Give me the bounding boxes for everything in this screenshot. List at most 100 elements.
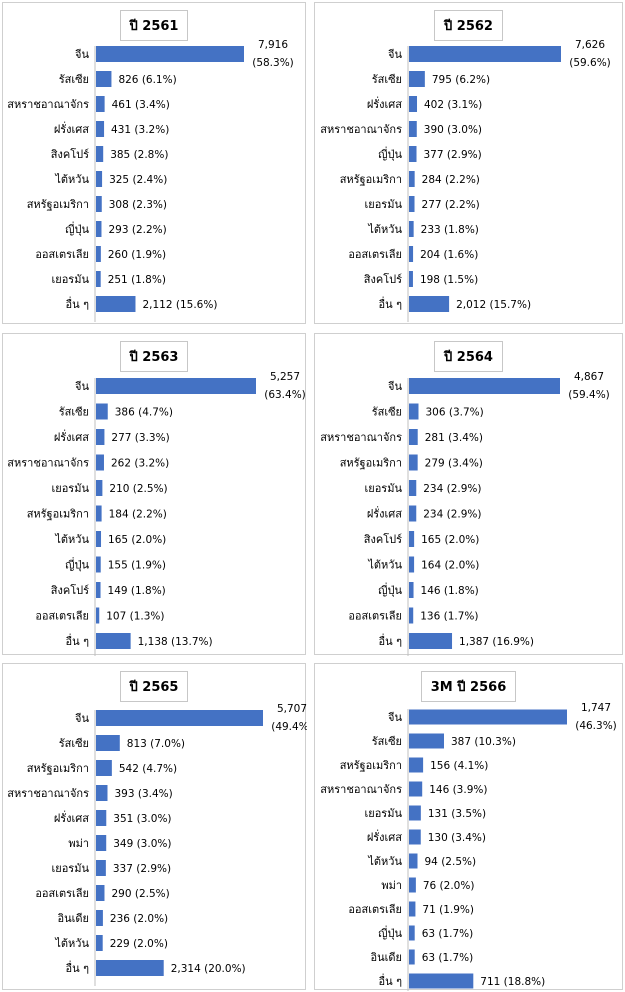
- category-label: สิงคโปร์: [363, 272, 402, 286]
- data-label: 131 (3.5%): [428, 808, 486, 820]
- data-label-percent: (49.4%): [271, 721, 307, 733]
- category-label: เยอรมัน: [52, 273, 90, 286]
- chart-title: ปี 2562: [434, 10, 503, 41]
- bar-dataset-4-2: [96, 760, 112, 776]
- data-label: 71 (1.9%): [422, 904, 474, 916]
- bar-dataset-1-6: [409, 196, 415, 212]
- bar-chart: จีน 4,867 (59.4%) รัสเซีย 306 (3.7%) สหราชอาณ…: [320, 371, 610, 656]
- category-label: เยอรมัน: [52, 482, 90, 495]
- bar-dataset-2-2: [96, 429, 105, 445]
- bar-dataset-1-3: [409, 121, 417, 137]
- category-label: ญี่ปุ่น: [65, 221, 89, 236]
- category-label: อินเดีย: [57, 912, 89, 925]
- category-label: สิงคโปร์: [50, 147, 89, 161]
- bar-dataset-2-9: [96, 607, 100, 624]
- bar-dataset-2-4: [96, 480, 103, 496]
- bar-dataset-2-0: [96, 378, 256, 394]
- category-label: จีน: [387, 380, 402, 393]
- category-label: ออสเตรเลีย: [348, 903, 402, 916]
- bar-dataset-5-7: [409, 877, 416, 893]
- category-label: รัสเซีย: [372, 406, 402, 419]
- data-label: 63 (1.7%): [422, 952, 474, 964]
- category-label: เยอรมัน: [365, 807, 403, 820]
- category-label: เยอรมัน: [365, 198, 403, 211]
- category-label: สหรัฐอเมริกา: [27, 762, 89, 775]
- category-label: สหราชอาณาจักร: [320, 123, 402, 136]
- category-label: รัสเซีย: [59, 406, 89, 419]
- category-label: พม่า: [68, 837, 89, 850]
- bar-dataset-1-0: [409, 46, 561, 62]
- category-label: ออสเตรเลีย: [35, 610, 89, 623]
- data-label: 293 (2.2%): [108, 224, 166, 236]
- data-label: 107 (1.3%): [106, 611, 164, 623]
- data-label-percent: (46.3%): [575, 720, 617, 732]
- bar-dataset-4-0: [96, 710, 263, 726]
- category-label: ไต้หวัน: [54, 533, 89, 546]
- category-label: รัสเซีย: [372, 73, 402, 86]
- category-label: จีน: [74, 48, 89, 61]
- bar-dataset-0-9: [96, 271, 101, 287]
- data-label: 210 (2.5%): [109, 483, 167, 495]
- category-label: ไต้หวัน: [54, 173, 89, 186]
- bar-dataset-2-5: [96, 505, 102, 522]
- bar-dataset-3-2: [409, 429, 418, 445]
- bar-dataset-3-3: [409, 454, 418, 471]
- bar-dataset-4-4: [96, 810, 107, 826]
- chart-panel-2565: ปี 2565 จีน 5,707 (49.4%) รัสเซีย 813 (7.0%)…: [2, 663, 307, 990]
- chart-panel-2564: ปี 2564 จีน 4,867 (59.4%) รัสเซีย 306 (3.7%)…: [314, 333, 623, 656]
- bar-dataset-4-7: [96, 885, 105, 901]
- data-label: 262 (3.2%): [111, 458, 169, 470]
- bar-dataset-5-2: [409, 757, 424, 773]
- category-label: ญี่ปุ่น: [65, 557, 89, 572]
- bar-dataset-5-5: [409, 829, 421, 845]
- data-label: 795 (6.2%): [432, 74, 490, 86]
- data-label: 385 (2.8%): [110, 149, 168, 161]
- data-label: 325 (2.4%): [109, 174, 167, 186]
- bar-dataset-4-5: [96, 835, 107, 851]
- category-label: อื่น ๆ: [378, 633, 402, 648]
- data-label: 277 (2.2%): [422, 199, 480, 211]
- bar-chart: จีน 7,916 (58.3%) รัสเซีย 826 (6.1%) สหราชอาณ…: [7, 39, 294, 322]
- category-label: ฝรั่งเศส: [54, 121, 89, 136]
- category-label: สหรัฐอเมริกา: [27, 508, 89, 521]
- bar-chart: จีน 5,707 (49.4%) รัสเซีย 813 (7.0%) สหรัฐอเม…: [7, 703, 307, 986]
- bar-dataset-2-7: [96, 556, 101, 573]
- data-label: 461 (3.4%): [112, 99, 170, 111]
- category-label: สหราชอาณาจักร: [7, 457, 89, 470]
- category-label: สิงคโปร์: [50, 583, 89, 597]
- bar-dataset-0-1: [96, 71, 112, 87]
- data-label: 164 (2.0%): [421, 560, 479, 572]
- data-label-percent: (63.4%): [264, 389, 306, 401]
- data-label: 1,387 (16.9%): [459, 636, 534, 648]
- category-label: สหราชอาณาจักร: [320, 783, 402, 796]
- bar-dataset-2-3: [96, 454, 104, 471]
- category-label: สหราชอาณาจักร: [7, 787, 89, 800]
- category-label: เยอรมัน: [365, 482, 403, 495]
- chart-title: ปี 2564: [434, 341, 503, 372]
- data-label-value: 1,747: [581, 702, 611, 714]
- data-label: 155 (1.9%): [108, 560, 166, 572]
- data-label: 2,314 (20.0%): [171, 963, 246, 975]
- data-label: 1,138 (13.7%): [138, 636, 213, 648]
- bar-dataset-3-7: [409, 556, 415, 573]
- data-label: 284 (2.2%): [422, 174, 480, 186]
- category-label: รัสเซีย: [59, 73, 89, 86]
- bar-dataset-4-6: [96, 860, 106, 876]
- data-label: 542 (4.7%): [119, 763, 177, 775]
- data-label: 2,012 (15.7%): [456, 299, 531, 311]
- bar-dataset-4-3: [96, 785, 108, 801]
- data-label: 306 (3.7%): [425, 407, 483, 419]
- bar-dataset-0-10: [96, 296, 136, 312]
- bar-dataset-1-2: [409, 96, 418, 112]
- data-label: 826 (6.1%): [118, 74, 176, 86]
- bar-dataset-2-1: [96, 403, 108, 420]
- bar-dataset-3-6: [409, 531, 415, 547]
- category-label: อื่น ๆ: [65, 960, 89, 975]
- bar-dataset-2-6: [96, 531, 102, 547]
- bar-dataset-5-6: [409, 853, 418, 869]
- bar-chart: จีน 5,257 (63.4%) รัสเซีย 386 (4.7%) ฝรั่งเศส…: [7, 371, 306, 656]
- data-label: 279 (3.4%): [425, 458, 483, 470]
- data-label: 76 (2.0%): [423, 880, 475, 892]
- data-label: 229 (2.0%): [110, 938, 168, 950]
- chart-panel-2563: ปี 2563 จีน 5,257 (63.4%) รัสเซีย 386 (4.7%)…: [2, 333, 306, 656]
